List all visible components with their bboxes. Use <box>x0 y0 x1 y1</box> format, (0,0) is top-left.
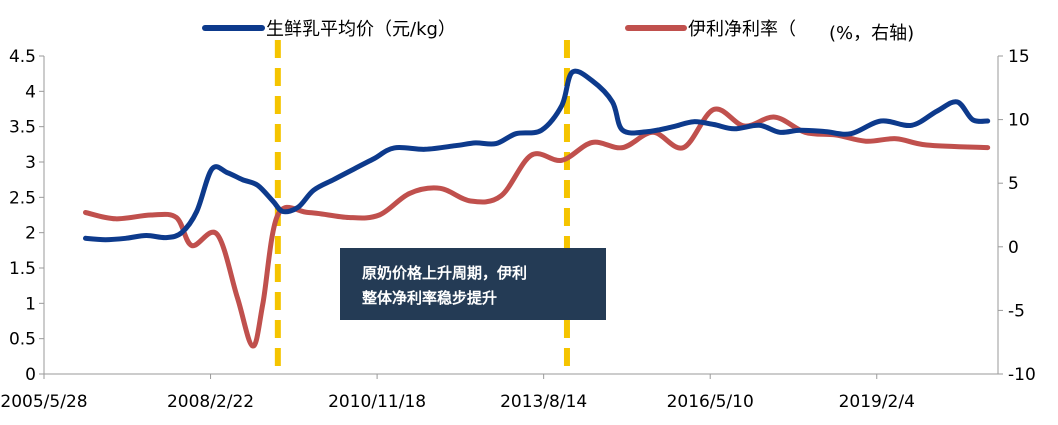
series-layer <box>83 68 991 349</box>
left-tick-label: 4.5 <box>9 47 36 67</box>
right-tick-label: -10 <box>1008 365 1036 385</box>
left-tick-label: 3 <box>25 153 36 173</box>
legend-label-net-margin-tail: (%，右轴) <box>829 23 914 44</box>
left-tick-label: 2.5 <box>9 188 36 208</box>
left-tick-label: 0 <box>25 365 36 385</box>
x-axis-ticks: 2005/5/28 2008/2/22 2010/11/18 2013/8/14 201… <box>0 374 915 412</box>
left-tick-label: 1.5 <box>9 259 36 279</box>
x-tick-label: 2010/11/18 <box>328 392 426 412</box>
x-tick-label: 2019/2/4 <box>839 392 915 412</box>
x-tick-label: 2013/8/14 <box>500 392 587 412</box>
annotation-background <box>340 248 606 320</box>
right-tick-label: 15 <box>1008 47 1030 67</box>
left-tick-label: 2 <box>25 224 36 244</box>
right-y-ticks: -10 -5 0 5 10 15 <box>998 47 1036 385</box>
highlight-lines <box>274 40 570 374</box>
legend-label-milk-price: 生鲜乳平均价（元/kg） <box>266 19 456 40</box>
right-tick-label: 0 <box>1008 238 1019 258</box>
x-tick-label: 2008/2/22 <box>167 392 254 412</box>
left-tick-label: 3.5 <box>9 118 36 138</box>
annotation-line-2: 整体净利率稳步提升 <box>362 289 497 307</box>
left-tick-label: 4 <box>25 82 36 102</box>
right-tick-label: 10 <box>1008 111 1030 131</box>
legend: 生鲜乳平均价（元/kg） 伊利净利率（ (%，右轴) <box>202 19 914 44</box>
annotation-line-1: 原奶价格上升周期，伊利 <box>362 264 527 282</box>
x-tick-label: 2016/5/10 <box>667 392 754 412</box>
right-tick-label: 5 <box>1008 174 1019 194</box>
left-y-ticks: 0 0.5 1 1.5 2 2.5 3 3.5 4 4.5 <box>9 47 44 385</box>
x-tick-label: 2005/5/28 <box>0 392 87 412</box>
series-line-milk-price <box>83 68 991 243</box>
right-tick-label: -5 <box>1008 301 1025 321</box>
annotation-box: 原奶价格上升周期，伊利 整体净利率稳步提升 <box>340 248 606 320</box>
left-tick-label: 0.5 <box>9 330 36 350</box>
left-tick-label: 1 <box>25 294 36 314</box>
legend-label-net-margin: 伊利净利率（ <box>688 19 796 40</box>
